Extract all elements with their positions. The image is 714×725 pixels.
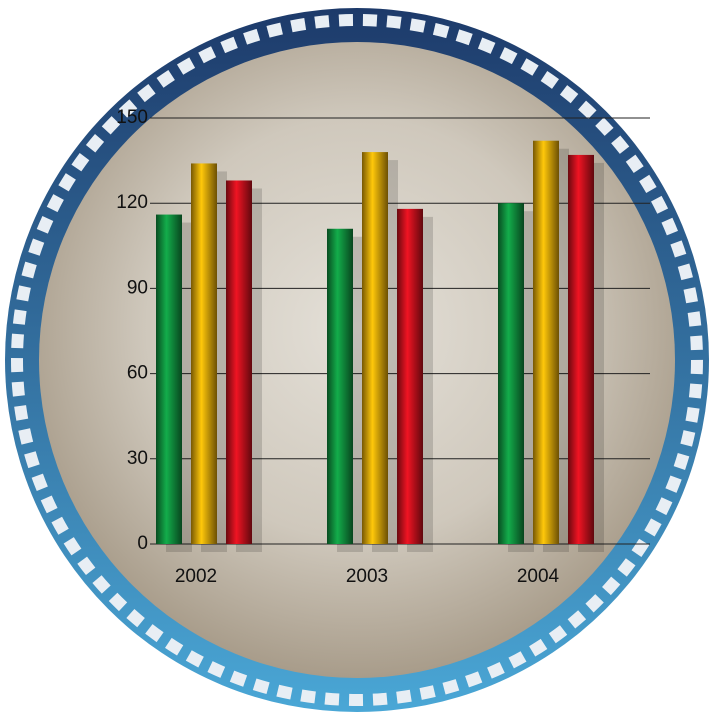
x-tick-label: 2004 (517, 566, 560, 587)
bar (191, 163, 217, 544)
bar (362, 152, 388, 544)
plot: 0 30 60 90 120 150 2002 2003 2004 (116, 107, 650, 587)
y-tick-label: 0 (137, 533, 148, 554)
y-tick-label: 30 (127, 448, 148, 469)
x-tick-label: 2003 (346, 566, 388, 587)
y-tick-label: 60 (127, 363, 148, 384)
y-tick-label: 150 (116, 107, 148, 128)
x-tick-label: 2002 (175, 566, 217, 587)
meander-pattern (11, 14, 703, 706)
bar (533, 140, 559, 544)
bar (568, 154, 594, 545)
bar (156, 214, 182, 544)
bar (327, 228, 353, 544)
bar (397, 208, 423, 544)
bar (226, 180, 252, 545)
bar (498, 203, 524, 544)
y-tick-label: 90 (127, 277, 148, 298)
y-tick-label: 120 (116, 192, 148, 213)
